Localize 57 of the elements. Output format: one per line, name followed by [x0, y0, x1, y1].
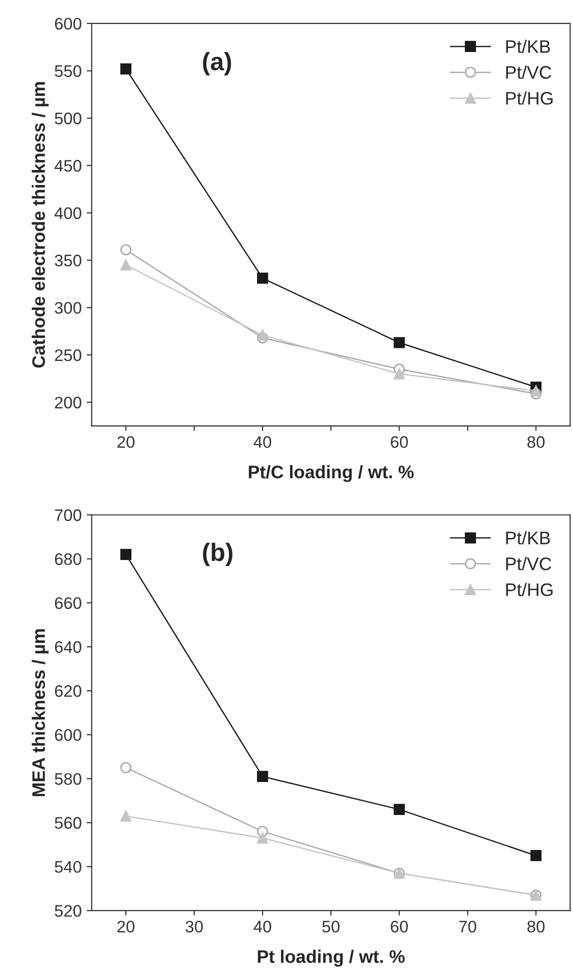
- y-tick-label: 450: [54, 160, 82, 172]
- x-tick-label: 20: [117, 920, 134, 933]
- x-axis-title: Pt/C loading / wt. %: [248, 465, 414, 482]
- annotation: (a): [202, 52, 232, 76]
- x-tick-label: 60: [390, 920, 408, 933]
- y-tick-label: 520: [54, 904, 82, 917]
- y-tick-label: 560: [54, 817, 82, 829]
- annotation: (b): [202, 542, 232, 566]
- x-tick-label: 70: [459, 920, 476, 933]
- y-tick-label: 540: [54, 861, 82, 873]
- point: [394, 804, 405, 815]
- y-tick-label: 660: [55, 597, 82, 610]
- y-tick-label: 700: [55, 509, 82, 522]
- legend-label: Pt/KB: [506, 40, 550, 53]
- x-tick-label: 60: [390, 436, 408, 448]
- y-tick-label: 600: [55, 729, 82, 741]
- legend-label: Pt/VC: [506, 66, 552, 79]
- point: [530, 850, 542, 862]
- y-tick-label: 600: [55, 18, 82, 30]
- point: [257, 832, 268, 844]
- y-tick-label: 250: [54, 349, 82, 362]
- legend-label: Pt/KB: [506, 531, 550, 544]
- y-tick-label: 580: [54, 773, 82, 785]
- y-tick-label: 200: [54, 396, 82, 408]
- x-tick-label: 20: [117, 436, 134, 448]
- y-tick-label: 620: [55, 685, 82, 697]
- y-tick-label: 350: [54, 254, 82, 266]
- y-tick-label: 550: [54, 65, 82, 78]
- x-axis-title: Pt loading / wt. %: [258, 950, 405, 967]
- y-tick-label: 640: [55, 641, 82, 653]
- y-tick-label: 680: [55, 553, 82, 566]
- y-axis-title: Cathode electrode thickness / µm: [32, 82, 49, 368]
- y-axis-title: MEA thickness / µm: [32, 629, 49, 796]
- point: [257, 272, 268, 284]
- point: [394, 368, 405, 380]
- x-tick-label: 40: [254, 436, 272, 448]
- point: [120, 762, 132, 774]
- x-tick-label: 30: [186, 920, 203, 933]
- point: [257, 770, 268, 782]
- x-tick-label: 80: [527, 436, 545, 448]
- legend-label: Pt/HG: [506, 91, 553, 105]
- x-tick-label: 50: [322, 920, 340, 933]
- point: [120, 810, 132, 822]
- point: [257, 329, 268, 341]
- y-tick-label: 400: [54, 207, 82, 220]
- x-tick-label: 40: [254, 920, 272, 933]
- y-tick-label: 300: [54, 302, 82, 314]
- point: [394, 337, 405, 348]
- legend-label: Pt/HG: [506, 582, 553, 596]
- point: [530, 385, 542, 396]
- point: [120, 244, 132, 256]
- point: [120, 548, 132, 560]
- y-tick-label: 500: [54, 112, 82, 124]
- legend-label: Pt/VC: [506, 556, 552, 570]
- point: [120, 63, 132, 74]
- x-tick-label: 80: [527, 920, 545, 933]
- point: [120, 259, 132, 271]
